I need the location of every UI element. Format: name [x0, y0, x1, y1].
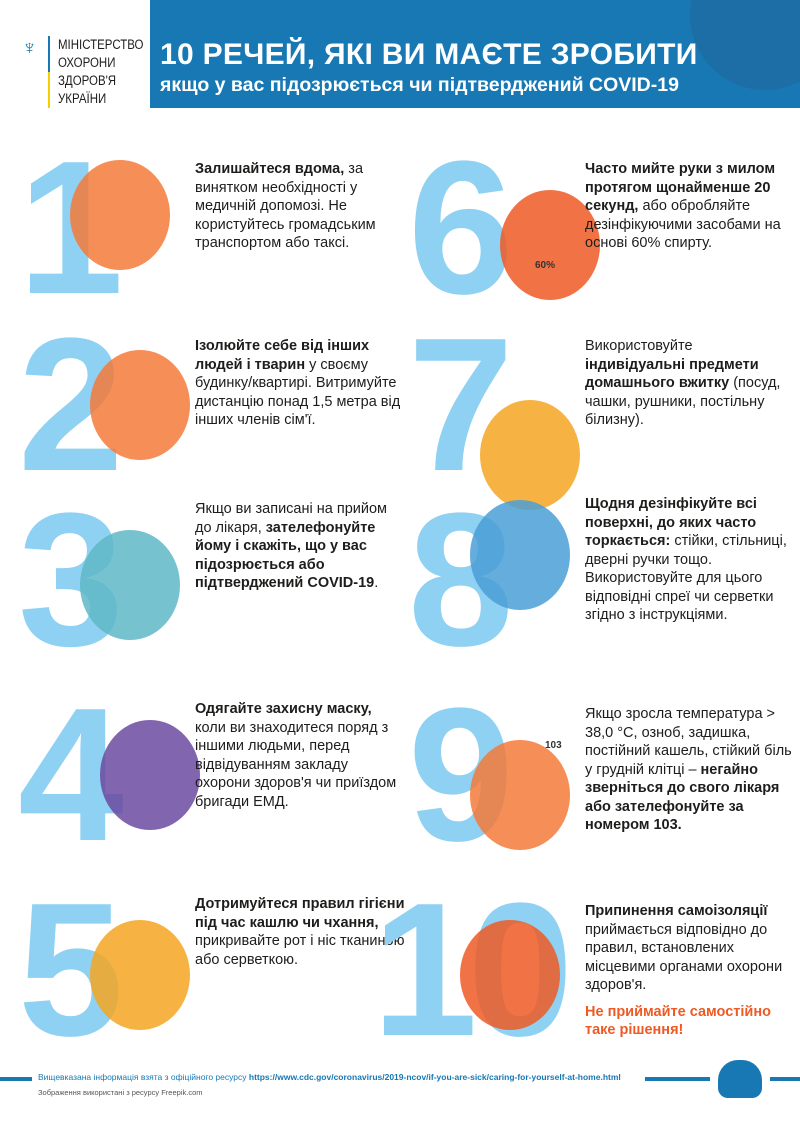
illustration-1 [70, 160, 170, 270]
virus-icon [690, 0, 800, 90]
illustration-7 [480, 400, 580, 510]
trident-icon: ♆ [22, 37, 37, 59]
text: прикривайте рот і ніс тканиною або серве… [195, 933, 405, 968]
bold-text: негайно зверніться до свого лікаря або з… [585, 761, 780, 834]
text: за винятком необхідності у медичній допо… [195, 161, 376, 251]
images-credit: Зображення використані з ресурсу Freepik… [38, 1088, 203, 1097]
text: або обробляйте дезінфікуючими засобами н… [585, 198, 781, 251]
bold-text: Часто мийте руки з милом протягом щонайм… [585, 161, 776, 214]
bold-text: індивідуальні предмети домашнього вжитку [585, 356, 759, 392]
illustration-label: 60% [535, 260, 556, 271]
text: Якщо ви записані на прийом до лікаря, [195, 501, 387, 536]
text: Якщо зросла температура > 38,0 °C, озноб… [585, 706, 792, 778]
illustration-10 [460, 920, 560, 1030]
step-text-4: Одягайте захисну маску, коли ви знаходит… [195, 700, 405, 811]
bold-text: Одягайте захисну маску, [195, 701, 372, 717]
bold-text: Припинення самоізоляції [585, 903, 768, 919]
step-text-6: Часто мийте руки з милом протягом щонайм… [585, 160, 795, 253]
footer-divider [645, 1077, 710, 1081]
warning-text: Не приймайте самостійно таке рішення! [585, 1003, 771, 1039]
text: у своєму будинку/квартирі. Витримуйте ди… [195, 356, 401, 429]
text: (посуд, чашки, рушники, постільну білизн… [585, 375, 781, 428]
bold-text: Ізолюйте себе від інших людей і тварин [195, 338, 370, 373]
logo-divider [48, 36, 50, 108]
bold-text: Дотримуйтеся правил гігієни під час кашл… [195, 896, 405, 931]
illustration-label: 103 [545, 740, 562, 751]
step-text-2: Ізолюйте себе від інших людей і тварин у… [195, 337, 405, 430]
step-number-6: 6 [408, 122, 514, 334]
text: стійки, стільниці, дверні ручки тощо. Ви… [585, 533, 787, 623]
step-text-1: Залишайтеся вдома, за винятком необхідно… [195, 160, 405, 253]
illustration-2 [90, 350, 190, 460]
text: коли ви знаходитеся поряд з іншими людьм… [195, 719, 397, 810]
title-banner [150, 0, 800, 108]
illustration-6 [500, 190, 600, 300]
council-logo-lung-icon [718, 1060, 762, 1098]
illustration-8 [470, 500, 570, 610]
source-link[interactable]: https://www.cdc.gov/coronavirus/2019-nco… [248, 1072, 621, 1082]
illustration-9 [470, 740, 570, 850]
illustration-4 [100, 720, 200, 830]
page-subtitle: якщо у вас підозрюється чи підтверджений… [160, 74, 679, 96]
page-title: 10 РЕЧЕЙ, ЯКІ ВИ МАЄТЕ ЗРОБИТИ [160, 38, 698, 71]
footer-divider [0, 1077, 32, 1081]
bold-text: Залишайтеся вдома, [195, 161, 345, 177]
ministry-logo: ♆ МІНІСТЕРСТВО ОХОРОНИ ЗДОРОВ'Я УКРАЇНИ [22, 36, 159, 108]
text: приймається відповідно до правил, встано… [585, 921, 783, 994]
step-text-8: Щодня дезінфікуйте всі поверхні, до яких… [585, 495, 795, 625]
illustration-3 [80, 530, 180, 640]
step-text-9: Якщо зросла температура > 38,0 °C, озноб… [585, 705, 795, 835]
step-text-3: Якщо ви записані на прийом до лікаря, за… [195, 500, 405, 593]
bold-text: Щодня дезінфікуйте всі поверхні, до яких… [585, 496, 757, 549]
source-note: Вищевказана інформація взята з офіційног… [38, 1072, 621, 1082]
illustration-5 [90, 920, 190, 1030]
text: . [374, 575, 379, 591]
text: Використовуйте [585, 338, 693, 354]
footer-divider [770, 1077, 800, 1081]
bold-text: зателефонуйте йому і скажіть, що у вас п… [195, 519, 376, 592]
step-text-5: Дотримуйтеся правил гігієни під час кашл… [195, 895, 405, 969]
ministry-name: МІНІСТЕРСТВО ОХОРОНИ ЗДОРОВ'Я УКРАЇНИ [58, 37, 144, 106]
step-text-10: Припинення самоізоляції приймається відп… [585, 902, 795, 1040]
step-text-7: Використовуйте індивідуальні предмети до… [585, 337, 795, 430]
